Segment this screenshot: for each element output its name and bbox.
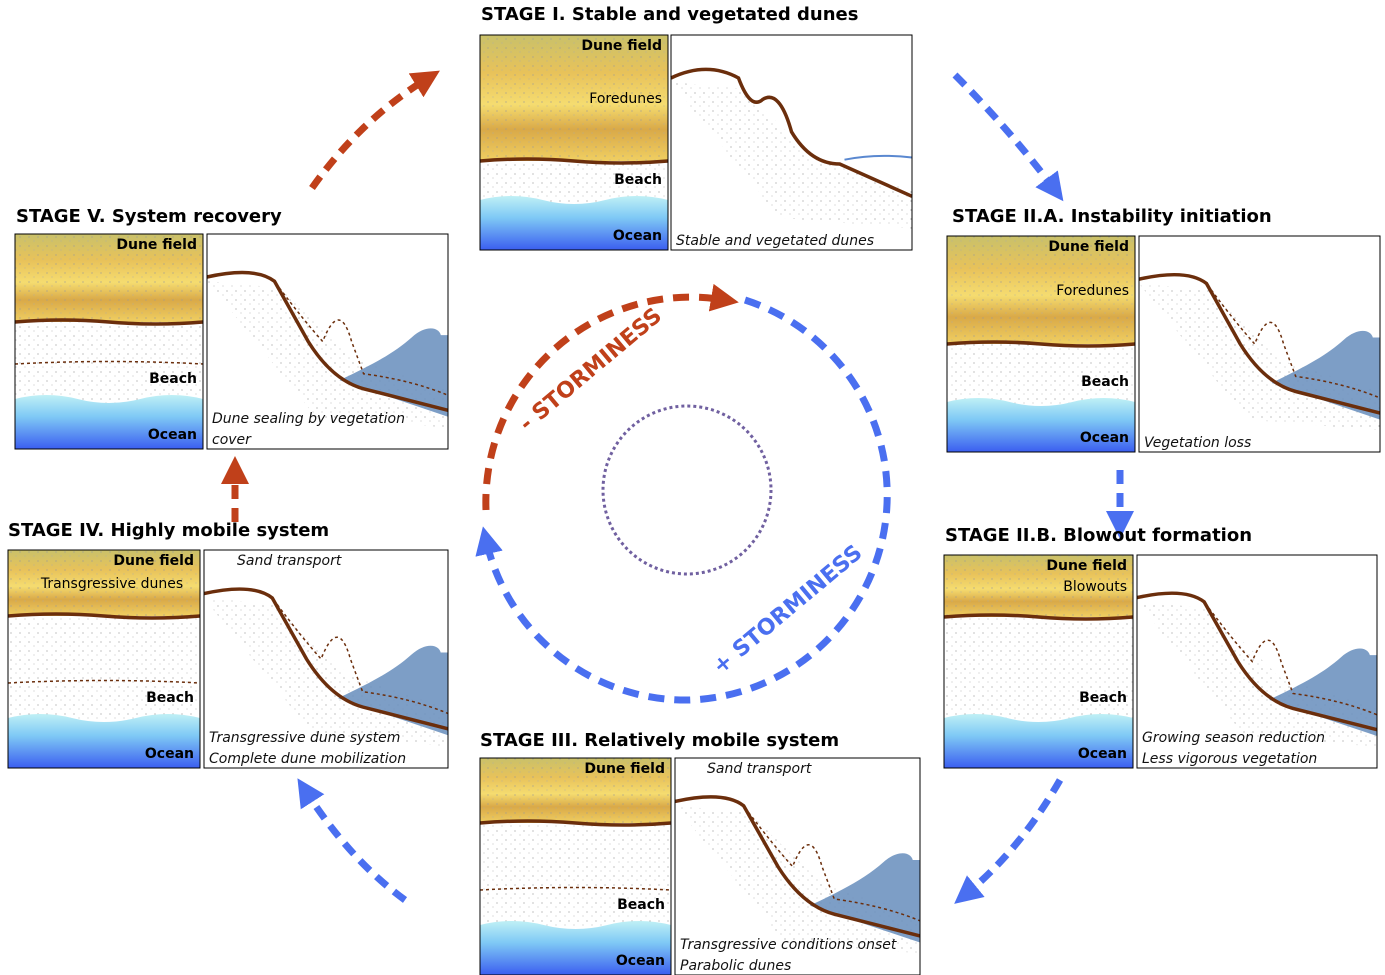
profile-label: Sand transport bbox=[707, 761, 812, 777]
caption: Vegetation loss bbox=[1144, 435, 1251, 451]
caption: Transgressive dune system bbox=[209, 730, 400, 746]
map-label: Beach bbox=[149, 371, 197, 387]
stage: STAGE II.B. Blowout formation Dune field B… bbox=[944, 525, 1377, 768]
map-label: Beach bbox=[146, 690, 194, 706]
map-label: Ocean bbox=[616, 953, 665, 969]
map-label: Ocean bbox=[1080, 430, 1129, 446]
caption: Growing season reduction bbox=[1142, 730, 1325, 746]
stage: STAGE II.A. Instability initiation Dune f… bbox=[947, 206, 1380, 452]
diagram: - STORMINESS + STORMINESS STAGE I. Stabl… bbox=[0, 0, 1385, 975]
map-label: Dune field bbox=[113, 553, 194, 569]
stage: STAGE IV. Highly mobile system Dune field… bbox=[8, 520, 448, 768]
map-label: Beach bbox=[614, 172, 662, 188]
map-label: Dune field bbox=[1048, 239, 1129, 255]
map-label: Dune field bbox=[116, 237, 197, 253]
profile-label: Sand transport bbox=[237, 553, 342, 569]
stage-title: STAGE IV. Highly mobile system bbox=[8, 520, 329, 541]
caption: Parabolic dunes bbox=[680, 958, 791, 974]
map-label: Beach bbox=[1081, 374, 1129, 390]
water-line bbox=[845, 156, 913, 160]
stage-title: STAGE III. Relatively mobile system bbox=[480, 730, 839, 751]
stage: STAGE III. Relatively mobile system Dune … bbox=[480, 730, 920, 975]
map-label: Dune field bbox=[581, 38, 662, 54]
caption: Transgressive conditions onset bbox=[680, 937, 897, 953]
caption: cover bbox=[212, 432, 252, 448]
map-label: Ocean bbox=[1078, 746, 1127, 762]
map-label: Beach bbox=[617, 897, 665, 913]
map-label: Transgressive dunes bbox=[40, 576, 183, 592]
map-label: Ocean bbox=[145, 746, 194, 762]
map-label: Foredunes bbox=[1056, 283, 1129, 299]
stage-title: STAGE II.A. Instability initiation bbox=[952, 206, 1272, 227]
stage: STAGE V. System recovery Dune field Beach O… bbox=[15, 206, 448, 449]
map-label: Ocean bbox=[148, 427, 197, 443]
map-label: Beach bbox=[1079, 690, 1127, 706]
stage-title: STAGE I. Stable and vegetated dunes bbox=[481, 4, 858, 25]
map-label: Dune field bbox=[1046, 558, 1127, 574]
caption: Complete dune mobilization bbox=[209, 751, 406, 767]
caption: Stable and vegetated dunes bbox=[676, 233, 874, 249]
stage: STAGE I. Stable and vegetated dunes Dune … bbox=[480, 4, 912, 250]
map-label: Dune field bbox=[584, 761, 665, 777]
transition-arrows bbox=[235, 75, 1120, 900]
cycle bbox=[486, 297, 887, 700]
map-label: Ocean bbox=[613, 228, 662, 244]
map-label: Blowouts bbox=[1063, 579, 1127, 595]
caption: Less vigorous vegetation bbox=[1142, 751, 1317, 767]
stage-title: STAGE II.B. Blowout formation bbox=[945, 525, 1252, 546]
map-label: Foredunes bbox=[589, 91, 662, 107]
caption: Dune sealing by vegetation bbox=[212, 411, 405, 427]
stage-title: STAGE V. System recovery bbox=[16, 206, 282, 227]
